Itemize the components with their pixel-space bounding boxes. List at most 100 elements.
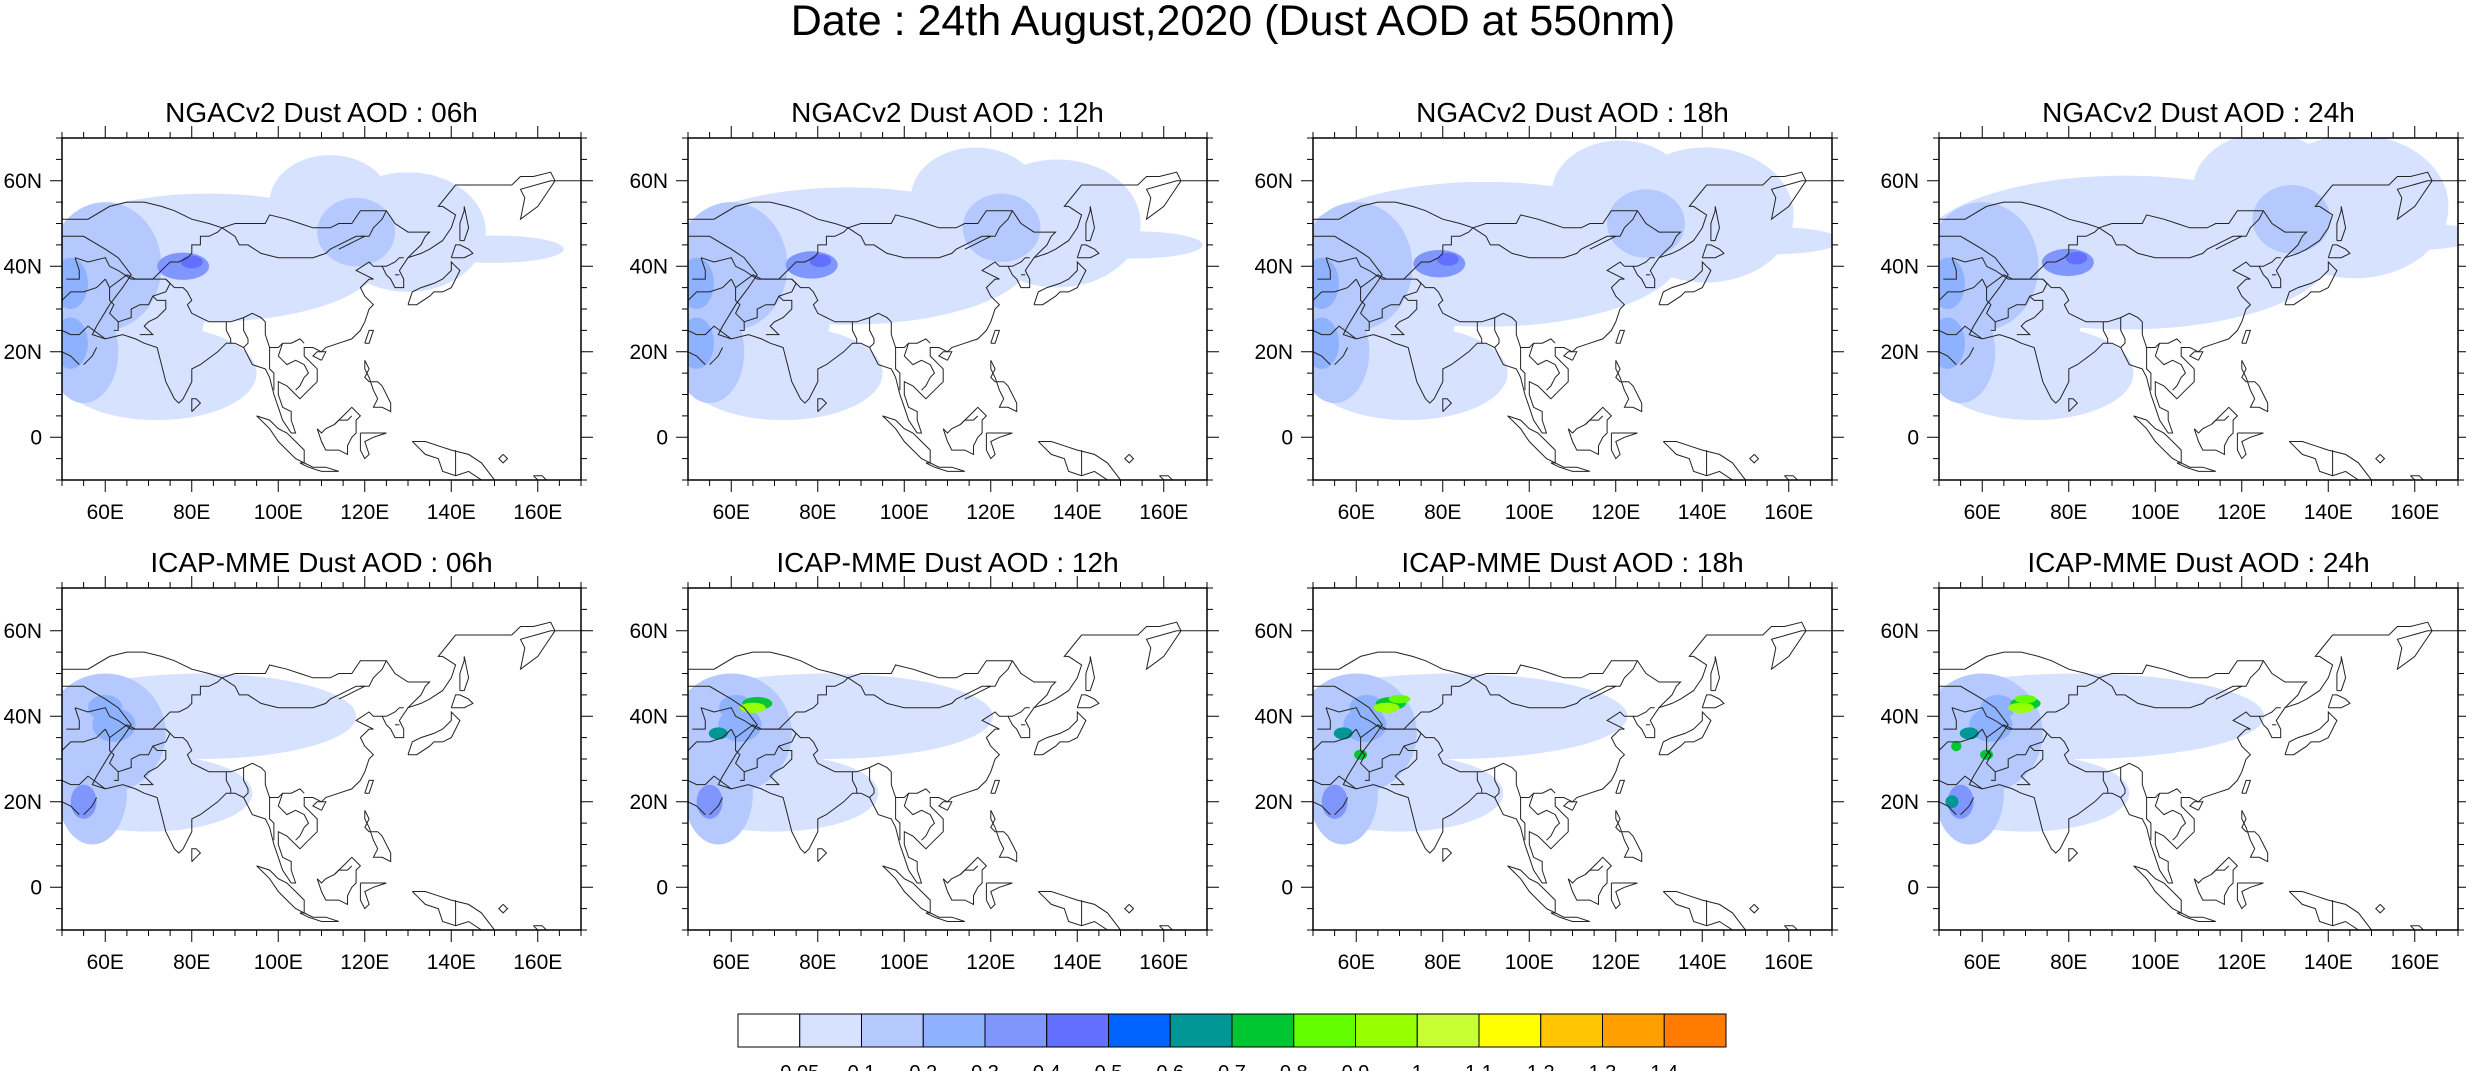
- lat-tick-label: 60N: [3, 620, 42, 643]
- coastline-path: [312, 351, 327, 361]
- coastline-path: [1981, 728, 1996, 781]
- coastline-path: [316, 406, 362, 456]
- coastline-path: [83, 347, 98, 365]
- coastline-path: [66, 707, 80, 730]
- coastline-path: [2102, 321, 2109, 344]
- coastline-path: [277, 793, 310, 841]
- coastline-path: [942, 406, 988, 456]
- coastline-path: [2327, 244, 2351, 259]
- colorbar-label: 0.8: [1280, 1062, 1308, 1071]
- coastline-path: [765, 295, 793, 336]
- coastline-path: [1159, 925, 1174, 930]
- aod-shade: [1702, 226, 1832, 255]
- coastline-path: [990, 360, 1018, 413]
- aod-field: [688, 147, 1203, 421]
- coastline-path: [1749, 454, 1760, 464]
- aod-shade: [1959, 727, 1979, 740]
- coastline-path: [1159, 475, 1174, 480]
- coastline-path: [1360, 724, 1422, 773]
- aod-shade: [1388, 694, 1411, 704]
- coastline-path: [498, 904, 509, 914]
- aod-field: [1939, 138, 2458, 421]
- panel-title: NGACv2 Dust AOD : 06h: [165, 97, 478, 128]
- coastline-path: [316, 856, 362, 906]
- lat-tick-label: 0: [30, 426, 42, 449]
- coastline-path: [498, 454, 509, 464]
- coastline-path: [2146, 347, 2152, 391]
- lon-tick-label: 60E: [1338, 951, 1375, 974]
- colorbar-label: 0.05: [780, 1062, 819, 1071]
- coastline-path: [2141, 771, 2182, 798]
- coastline-path: [2042, 278, 2143, 323]
- coastline-path: [990, 810, 1018, 863]
- aod-shade: [180, 255, 203, 269]
- colorbar-box: [799, 1013, 862, 1048]
- coastline-path: [2259, 257, 2281, 267]
- lat-tick-label: 0: [30, 876, 42, 899]
- aod-shade: [1313, 257, 1339, 309]
- aod-field: [1313, 140, 1832, 421]
- lon-tick-label: 120E: [2217, 951, 2266, 974]
- colorbar-box: [1602, 1013, 1665, 1048]
- coastline-path: [359, 882, 387, 910]
- lon-tick-label: 140E: [1053, 501, 1102, 524]
- lon-tick-label: 100E: [1505, 951, 1554, 974]
- coastline-path: [1313, 171, 1832, 434]
- coastline-path: [364, 779, 375, 794]
- coastline-path: [1313, 801, 1331, 815]
- lat-tick-label: 40N: [1880, 705, 1919, 728]
- aod-shade: [226, 244, 331, 305]
- coastline-path: [1085, 206, 1096, 242]
- colorbar-box: [1478, 1013, 1542, 1048]
- map-panel: 60E 80E 100E 120E 140E 160E 0 20N 40N 60N NGACv2 D…: [629, 97, 1219, 524]
- coastline-path: [109, 274, 171, 323]
- coastline-path: [1313, 201, 1474, 280]
- lat-tick-label: 40N: [3, 705, 42, 728]
- coastline-path: [2375, 454, 2386, 464]
- aod-shade: [1437, 252, 1459, 266]
- aod-shade: [1064, 231, 1203, 259]
- colorbar-label: 1: [1412, 1062, 1423, 1071]
- map-panel: 60E 80E 100E 120E 140E 160E 0 20N 40N 60N NGACv2 D…: [1254, 97, 1844, 524]
- coastline-path: [1472, 210, 1682, 259]
- colorbar-box: [1169, 1013, 1233, 1048]
- lon-tick-label: 100E: [880, 951, 929, 974]
- aod-shade: [1313, 317, 1339, 369]
- coastline-path: [221, 660, 431, 709]
- coastline-path: [1611, 210, 1638, 237]
- lon-tick-label: 160E: [1764, 501, 1813, 524]
- coastline-path: [1124, 454, 1135, 464]
- lat-tick-label: 40N: [1254, 705, 1293, 728]
- coastline-path: [1037, 441, 1122, 480]
- coastline-path: [1550, 462, 1590, 472]
- coastline-path: [1507, 865, 1556, 914]
- lon-tick-label: 80E: [173, 501, 210, 524]
- lat-tick-label: 0: [1907, 426, 1919, 449]
- aod-field: [688, 673, 993, 845]
- coastline-path: [688, 325, 732, 340]
- lon-tick-label: 160E: [513, 951, 562, 974]
- lat-tick-label: 60N: [1254, 170, 1293, 193]
- coastline-path: [299, 912, 339, 922]
- coastline-path: [1085, 656, 1096, 692]
- colorbar-label: 0.7: [1218, 1062, 1246, 1071]
- coastline-path: [450, 694, 474, 709]
- coastline-path: [2042, 728, 2143, 773]
- coastline-path: [2336, 656, 2347, 692]
- lon-tick-label: 140E: [2304, 501, 2353, 524]
- coastlines: [688, 621, 1207, 930]
- coastline-path: [256, 865, 305, 914]
- coastline-path: [765, 745, 793, 786]
- coastline-path: [1494, 767, 1500, 798]
- coastline-path: [225, 321, 232, 344]
- coastline-path: [1520, 347, 1526, 391]
- coastline-path: [735, 274, 797, 323]
- coastline-path: [847, 210, 1057, 259]
- lon-tick-label: 100E: [254, 501, 303, 524]
- coastline-path: [2241, 329, 2252, 344]
- colorbar-label: 1.2: [1527, 1062, 1555, 1071]
- aod-shade: [2341, 222, 2458, 251]
- coastline-path: [688, 351, 706, 365]
- lat-tick-label: 60N: [1880, 620, 1919, 643]
- panel-title: NGACv2 Dust AOD : 24h: [2042, 97, 2355, 128]
